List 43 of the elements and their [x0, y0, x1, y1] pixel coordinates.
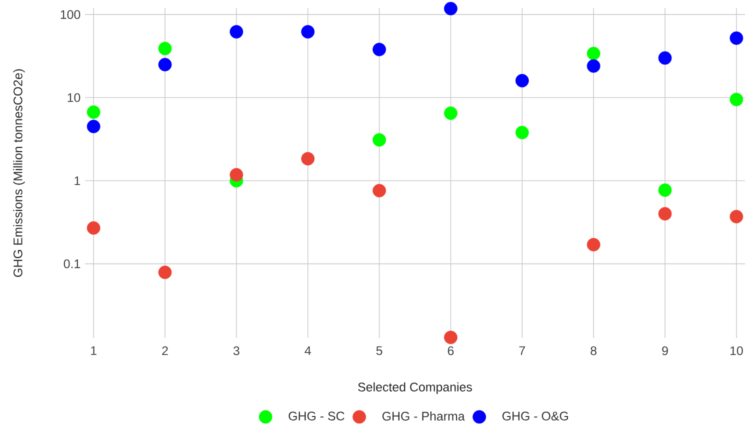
x-tick-label: 5 — [376, 346, 382, 356]
point — [86, 221, 100, 235]
point — [158, 42, 172, 56]
x-axis-title: Selected Companies — [358, 382, 472, 394]
x-tick-label: 3 — [233, 346, 240, 356]
x-tick-label: 7 — [519, 346, 525, 355]
point — [372, 184, 386, 198]
y-tick-label: 0.1 — [64, 259, 80, 268]
x-tick-label: 9 — [662, 346, 668, 356]
point — [586, 238, 600, 252]
x-tick-label: 10 — [730, 346, 743, 356]
point — [515, 74, 529, 88]
y-tick-label: 1 — [74, 176, 80, 186]
x-tick-label: 4 — [304, 346, 311, 355]
point — [230, 168, 244, 182]
point — [230, 25, 244, 39]
x-tick-label: 1 — [91, 346, 96, 355]
point — [301, 25, 315, 39]
point — [372, 133, 386, 147]
point — [158, 266, 172, 280]
y-tick-label: 10 — [68, 93, 80, 102]
x-tick-label: 2 — [162, 346, 168, 356]
point — [301, 152, 315, 166]
point — [158, 58, 172, 72]
point — [86, 120, 100, 134]
point — [444, 2, 458, 16]
legend-label: GHG - O&G — [502, 412, 568, 420]
point — [86, 105, 100, 119]
legend-label: GHG - Pharma — [382, 411, 465, 421]
point — [515, 126, 529, 140]
point — [586, 59, 600, 73]
point — [444, 106, 458, 120]
point — [586, 46, 600, 60]
point — [658, 183, 672, 197]
x-tick-label: 8 — [590, 346, 597, 356]
x-tick-label: 6 — [448, 346, 454, 356]
y-tick-label: 100 — [60, 10, 80, 19]
legend-label: GHG - SC — [288, 412, 344, 420]
point — [658, 207, 672, 220]
point — [372, 42, 386, 56]
point — [444, 330, 458, 344]
point — [658, 51, 672, 65]
y-axis-title: GHG Emissions (Million tonnesCO2e) — [13, 69, 25, 277]
